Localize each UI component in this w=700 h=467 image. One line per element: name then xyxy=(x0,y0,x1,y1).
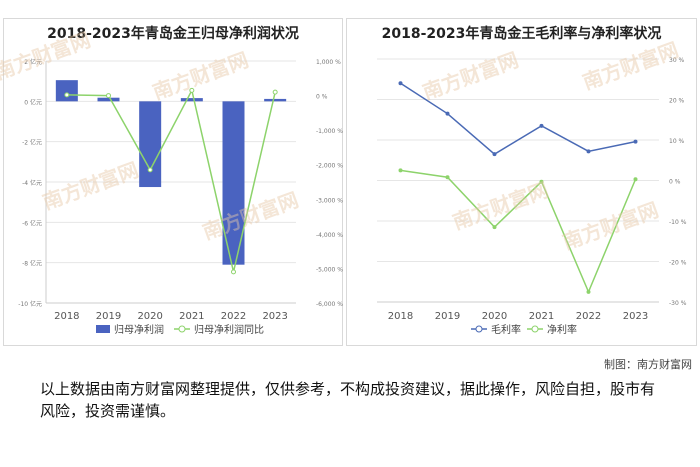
y-left-tick-label: 2 亿元 xyxy=(24,58,42,66)
bar xyxy=(264,98,287,102)
legend-swatch-marker xyxy=(531,325,539,333)
y-right-tick-label: -2,000 % xyxy=(316,163,343,170)
y-left-tick-label: -2 亿元 xyxy=(22,139,42,147)
line-point xyxy=(586,289,591,294)
y-left-tick-label: 0 亿元 xyxy=(24,98,42,106)
bar xyxy=(222,101,245,265)
line-point xyxy=(272,89,278,95)
legend-label: 归母净利润同比 xyxy=(194,323,264,336)
y-right-tick-label: 0 % xyxy=(316,94,328,101)
y-right-tick-label: -3,000 % xyxy=(316,197,343,204)
x-tick-label: 2019 xyxy=(96,311,121,322)
line-series xyxy=(400,82,636,156)
line-point xyxy=(231,269,236,275)
line-series xyxy=(66,88,276,273)
y-right-tick-label: -6,000 % xyxy=(316,301,343,308)
chart-credit: 制图：南方财富网 xyxy=(604,358,692,371)
line-point xyxy=(189,87,195,93)
x-tick-label: 2020 xyxy=(137,311,162,322)
disclaimer-text: 以上数据由南方财富网整理提供，仅供参考，不构成投资建议，据此操作，风险自担，股市… xyxy=(40,380,656,420)
line-point xyxy=(64,92,70,98)
y-left-tick-label: -10 亿元 xyxy=(18,300,42,308)
line-point xyxy=(445,175,450,180)
y-right-tick-label: 20 % xyxy=(669,98,685,105)
y-right-tick-label: 10 % xyxy=(669,138,685,145)
line-point xyxy=(147,167,153,173)
net-profit-chart: 2 亿元 0 亿元 -2 亿元 -4 亿元 -6 亿元 -8 亿元 -10 亿元 1,000 … xyxy=(18,58,343,336)
legend-label: 毛利率 xyxy=(491,323,521,336)
legend-swatch-marker xyxy=(475,325,483,333)
legend-swatch-marker xyxy=(178,325,186,333)
chart-title: 2018-2023年青岛金王毛利率与净利率状况 xyxy=(381,26,662,42)
y-right-tick-label: -30 % xyxy=(669,300,687,307)
x-tick-label: 2021 xyxy=(179,311,204,322)
x-tick-label: 2019 xyxy=(435,311,460,322)
y-right-tick-label: 0 % xyxy=(669,179,681,186)
x-tick-label: 2018 xyxy=(54,311,79,322)
x-tick-label: 2018 xyxy=(388,311,413,322)
line-point xyxy=(633,139,638,144)
x-tick-label: 2023 xyxy=(623,311,648,322)
x-tick-label: 2022 xyxy=(221,311,246,322)
line-point xyxy=(492,225,497,230)
y-right-tick-label: -1,000 % xyxy=(316,128,343,135)
line-point xyxy=(539,123,544,128)
line-series xyxy=(400,169,637,294)
y-left-tick-label: -4 亿元 xyxy=(22,179,42,187)
line-point xyxy=(633,177,638,182)
legend-label: 净利率 xyxy=(547,323,577,336)
chart-title: 2018-2023年青岛金王归母净利润状况 xyxy=(47,26,299,42)
y-left-tick-label: -6 亿元 xyxy=(22,219,42,227)
bar xyxy=(55,80,78,102)
y-right-tick-label: -5,000 % xyxy=(316,266,343,273)
bar xyxy=(139,101,162,188)
line-point xyxy=(106,93,111,99)
y-right-tick-label: 1,000 % xyxy=(316,59,341,66)
line-point xyxy=(398,81,403,86)
line-point xyxy=(492,152,497,157)
x-tick-label: 2023 xyxy=(262,311,287,322)
y-right-tick-label: -4,000 % xyxy=(316,232,343,239)
line-point xyxy=(586,149,591,154)
bar xyxy=(180,98,203,102)
line-point xyxy=(445,111,450,116)
x-tick-label: 2020 xyxy=(482,311,507,322)
margin-chart-panel: 2018-2023年青岛金王毛利率与净利率状况 30 % 20 % 10 % 0 % -… xyxy=(346,18,697,346)
net-profit-chart-panel: 2018-2023年青岛金王归母净利润状况 2 亿元 0 亿元 -2 亿元 -4 亿元… xyxy=(3,18,343,346)
y-left-tick-label: -8 亿元 xyxy=(22,260,42,268)
legend-label: 归母净利润 xyxy=(114,323,164,336)
line-point xyxy=(539,179,544,184)
x-tick-label: 2022 xyxy=(576,311,601,322)
y-right-tick-label: 30 % xyxy=(669,57,685,64)
y-right-tick-label: -10 % xyxy=(669,219,687,226)
bar xyxy=(97,97,120,102)
y-right-tick-label: -20 % xyxy=(669,260,687,267)
margin-chart: 30 % 20 % 10 % 0 % -10 % -20 % -30 % 2018 2019 20… xyxy=(377,57,687,336)
x-tick-label: 2021 xyxy=(529,311,554,322)
legend-swatch-bar xyxy=(96,325,110,333)
line-point xyxy=(398,168,403,173)
